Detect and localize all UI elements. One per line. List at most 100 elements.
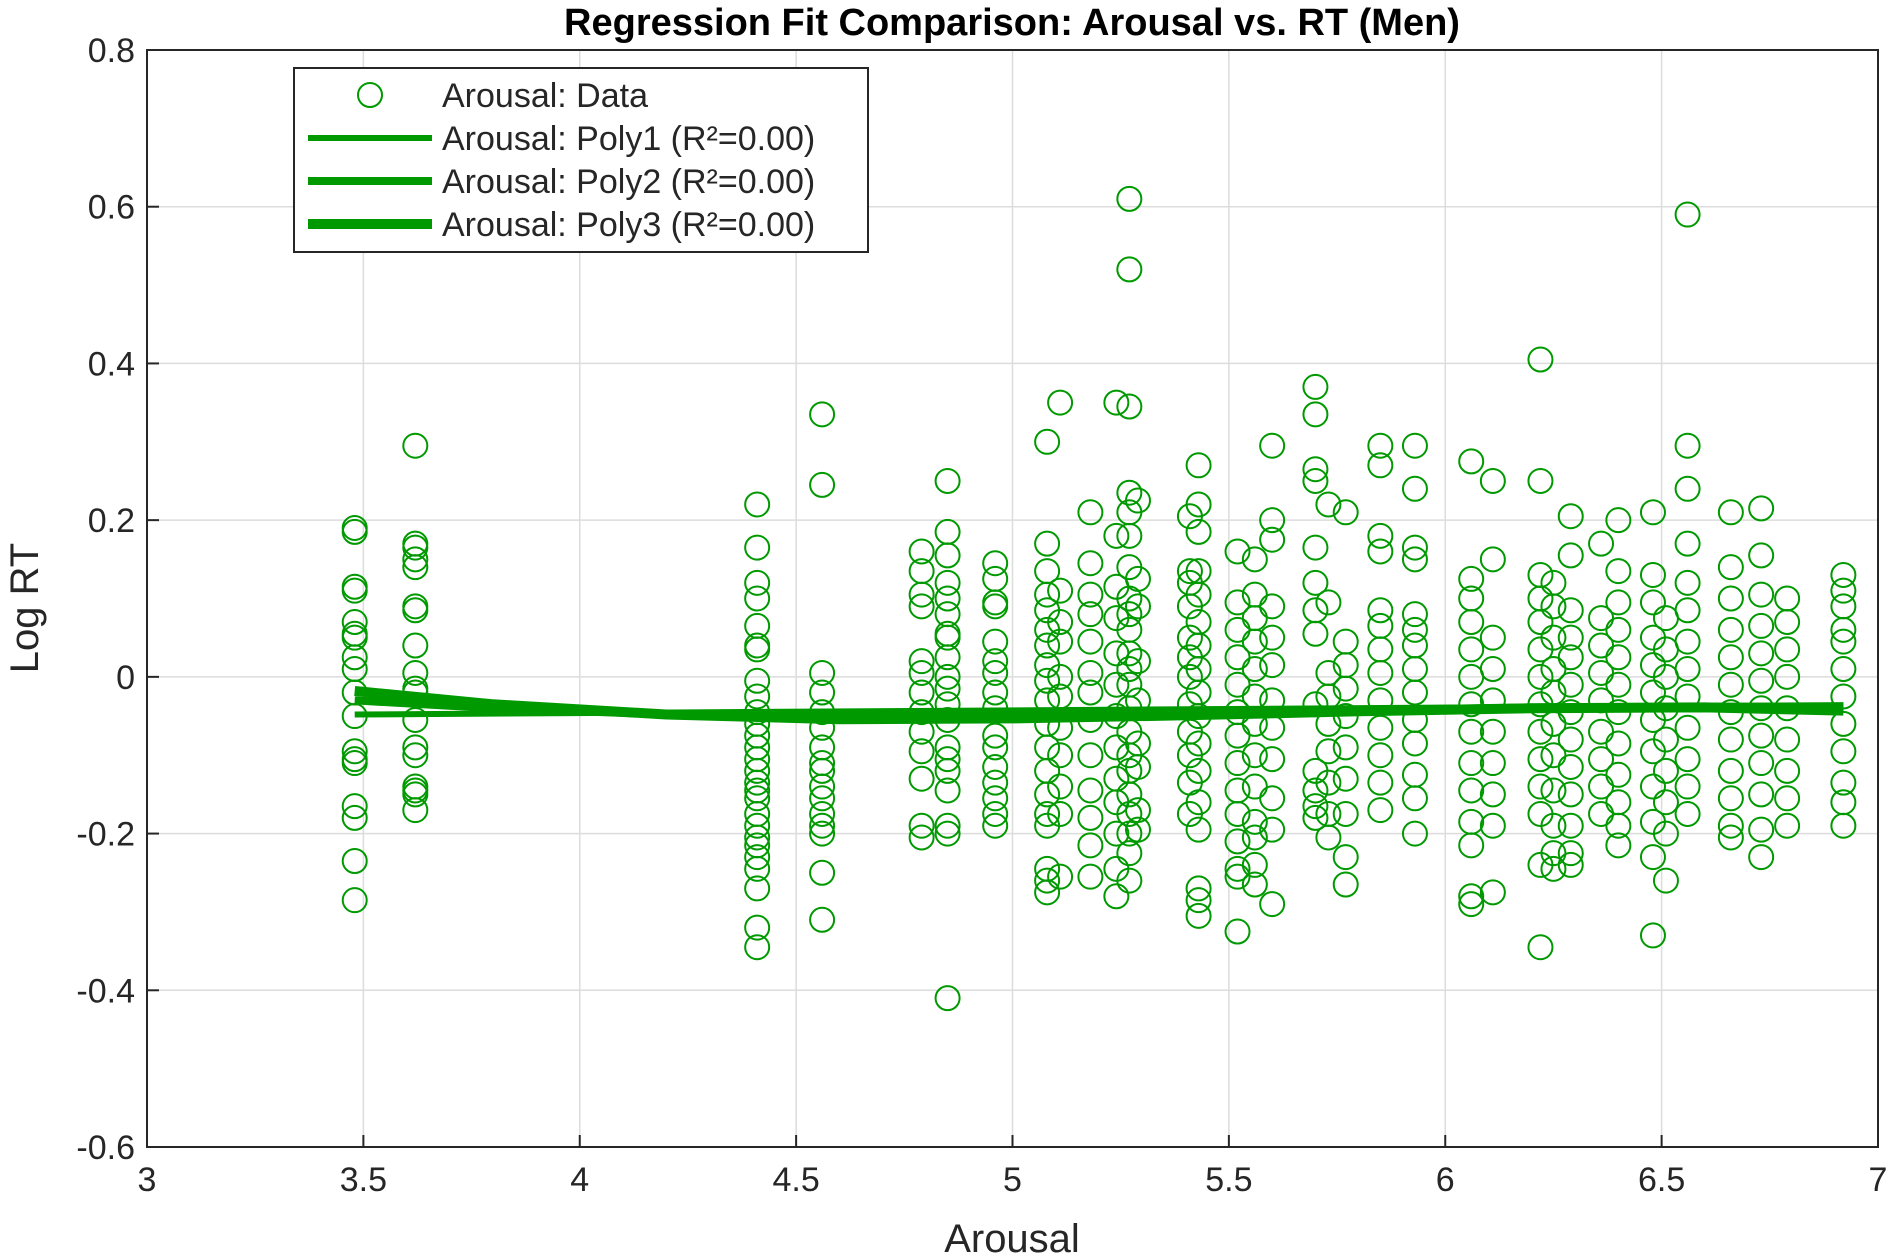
- data-point: [809, 859, 836, 886]
- data-point: [908, 824, 935, 851]
- data-point: [1674, 597, 1701, 624]
- data-point: [1830, 656, 1857, 683]
- data-point: [1605, 730, 1632, 757]
- data-point: [1557, 503, 1584, 530]
- data-point: [1540, 855, 1567, 882]
- data-point: [1116, 522, 1143, 549]
- data-point: [982, 679, 1009, 706]
- data-point: [1830, 738, 1857, 765]
- y-axis-ticks: -0.6 -0.4 -0.2 0 0.2 0.4 0.6 0.8: [76, 32, 159, 1167]
- x-tick-label: 5: [1003, 1161, 1022, 1199]
- data-point: [1674, 569, 1701, 596]
- x-tick-label: 6: [1436, 1161, 1455, 1199]
- data-point: [1458, 883, 1485, 910]
- data-point: [1176, 624, 1203, 651]
- data-point: [1047, 742, 1074, 769]
- data-point: [1748, 750, 1775, 777]
- x-axis-ticks: 3 3.5 4 4.5 5 5.5 6 6.5 7: [138, 1135, 1887, 1199]
- data-point: [1458, 891, 1485, 918]
- legend-label: Arousal: Poly1 (R²=0.00): [442, 120, 815, 158]
- data-point: [934, 467, 961, 494]
- data-point: [1259, 526, 1286, 553]
- data-point: [1774, 785, 1801, 812]
- data-point: [1124, 797, 1151, 824]
- data-point: [1103, 389, 1130, 416]
- data-point: [744, 914, 771, 941]
- data-point: [1557, 671, 1584, 698]
- data-point: [1557, 644, 1584, 671]
- x-tick-label: 5.5: [1205, 1161, 1252, 1199]
- data-point: [1124, 487, 1151, 514]
- data-point: [1605, 589, 1632, 616]
- x-tick-label: 3.5: [340, 1161, 387, 1199]
- data-point: [934, 777, 961, 804]
- data-point: [1116, 840, 1143, 867]
- legend: Arousal: Data Arousal: Poly1 (R²=0.00) Aro…: [293, 67, 869, 253]
- y-tick-label: -0.4: [76, 972, 135, 1010]
- y-axis-label: Log RT: [3, 543, 47, 673]
- data-point: [1748, 542, 1775, 569]
- legend-marker-data: [357, 82, 383, 108]
- data-point: [982, 648, 1009, 675]
- data-point: [1748, 781, 1775, 808]
- data-point: [1124, 753, 1151, 780]
- data-point: [1557, 851, 1584, 878]
- data-point: [1241, 546, 1268, 573]
- data-point: [744, 757, 771, 784]
- data-point: [1034, 581, 1061, 608]
- y-tick-label: 0.8: [88, 32, 135, 70]
- data-point: [1748, 640, 1775, 667]
- data-point: [1605, 671, 1632, 698]
- data-point: [1639, 561, 1666, 588]
- x-tick-label: 6.5: [1638, 1161, 1685, 1199]
- data-point: [1652, 820, 1679, 847]
- data-point: [1224, 589, 1251, 616]
- data-point: [744, 585, 771, 612]
- data-point: [1116, 601, 1143, 628]
- data-point: [402, 706, 429, 733]
- data-point: [1124, 593, 1151, 620]
- data-point: [744, 534, 771, 561]
- data-point: [402, 632, 429, 659]
- data-point: [1241, 824, 1268, 851]
- data-point: [744, 683, 771, 710]
- data-point: [1259, 624, 1286, 651]
- data-point: [1401, 601, 1428, 628]
- data-point: [1557, 597, 1584, 624]
- data-point: [1185, 452, 1212, 479]
- data-point: [402, 659, 429, 686]
- data-point: [1116, 781, 1143, 808]
- data-point: [1103, 671, 1130, 698]
- data-point: [1103, 734, 1130, 761]
- data-point: [1224, 800, 1251, 827]
- data-point: [1034, 530, 1061, 557]
- data-point: [809, 906, 836, 933]
- data-point: [1241, 851, 1268, 878]
- data-point: [1674, 773, 1701, 800]
- data-point: [934, 569, 961, 596]
- data-point: [1479, 546, 1506, 573]
- data-point: [744, 875, 771, 902]
- data-point: [1185, 730, 1212, 757]
- data-point: [1077, 601, 1104, 628]
- data-point: [1224, 538, 1251, 565]
- data-point: [1527, 663, 1554, 690]
- data-point: [1367, 538, 1394, 565]
- data-point: [934, 585, 961, 612]
- data-point: [1302, 569, 1329, 596]
- data-point: [1458, 448, 1485, 475]
- data-point: [908, 765, 935, 792]
- y-tick-label: 0: [116, 659, 135, 697]
- data-point: [402, 734, 429, 761]
- data-point: [1259, 507, 1286, 534]
- y-tick-label: 0.4: [88, 345, 135, 383]
- data-point: [1652, 726, 1679, 753]
- data-point: [1124, 648, 1151, 675]
- data-point: [1034, 879, 1061, 906]
- data-point: [1479, 656, 1506, 683]
- data-point: [1241, 628, 1268, 655]
- data-point: [744, 569, 771, 596]
- data-point: [1830, 812, 1857, 839]
- legend-label: Arousal: Poly2 (R²=0.00): [442, 163, 815, 201]
- data-point: [1332, 499, 1359, 526]
